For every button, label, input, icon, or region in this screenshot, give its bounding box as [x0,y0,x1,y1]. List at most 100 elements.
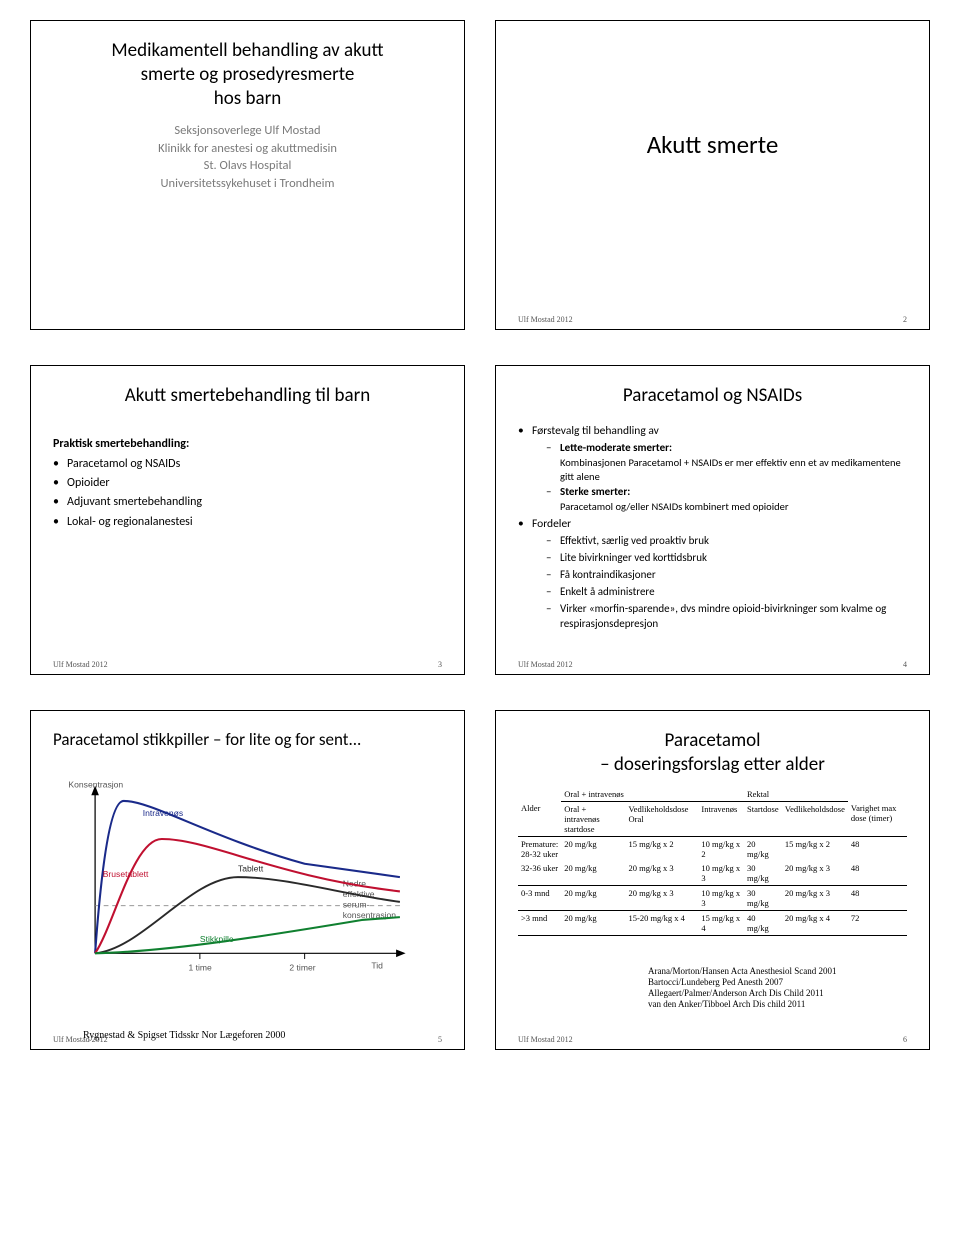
table-row: 32-36 uker 20 mg/kg 20 mg/kg x 3 10 mg/k… [518,861,907,886]
table-row: >3 mnd 20 mg/kg 15-20 mg/kg x 4 15 mg/kg… [518,910,907,935]
cell: 30 mg/kg [744,861,782,886]
cell: 10 mg/kg x 2 [698,836,744,861]
slide5-title: Paracetamol stikkpiller – for lite og fo… [53,729,442,750]
cell: 20 mg/kg [561,910,625,935]
cell: 0-3 mnd [518,885,561,910]
slide-6: Paracetamol – doseringsforslag etter ald… [495,710,930,1050]
slide1-sub-l1: Seksjonsoverlege Ulf Mostad [174,123,320,138]
cell: Premature:28-32 uker [518,836,561,861]
slide-5: Paracetamol stikkpiller – for lite og fo… [30,710,465,1050]
slide5-footer-left: Ulf Mostad 2012 [53,1035,108,1044]
col-iv: Intravenøs [698,801,744,836]
slide1-title: Medikamentell behandling av akutt smerte… [53,39,442,110]
slide-1: Medikamentell behandling av akutt smerte… [30,20,465,330]
list-item: Adjuvant smertebehandling [53,494,442,510]
slide4-sublist2: Effektivt, særlig ved proaktiv bruk Lite… [532,534,907,631]
slide4-b1b-body: Paracetamol og/eller NSAIDs kombinert me… [560,500,907,514]
list-item: Få kontraindikasjoner [532,568,907,583]
slide6-footer: Ulf Mostad 2012 6 [518,1035,907,1044]
group-oral-iv: Oral + intravenøs [561,787,744,802]
list-item: Enkelt å administrere [532,585,907,600]
cell: 15 mg/kg x 4 [698,910,744,935]
list-item: Lite bivirkninger ved korttidsbruk [532,551,907,566]
slide1-sub-l2: Klinikk for anestesi og akuttmedisin [158,141,337,156]
slide4-b1: Førstevalg til behandling av [532,424,659,438]
col-vedl2: Vedlikeholdsdose [782,801,848,836]
cell: 20 mg/kg x 3 [625,861,698,886]
cell: 20 mg/kg x 3 [782,885,848,910]
slide4-footer-right: 4 [903,660,907,669]
label-intravenos: Intravenøs [143,808,183,818]
curve-stikkpille [95,917,400,953]
label-stikkpille: Stikkpille [200,934,234,944]
cell-text: Premature: [521,839,558,849]
slide3-list: Paracetamol og NSAIDs Opioider Adjuvant … [53,456,442,530]
ref-line: Arana/Morton/Hansen Acta Anesthesiol Sca… [648,966,907,977]
slide1-subtitle: Seksjonsoverlege Ulf Mostad Klinikk for … [53,122,442,192]
x-tick-1: 1 time [188,963,212,973]
slide1-title-l3: hos barn [214,87,281,110]
list-item: Virker «morfin-sparende», dvs mindre opi… [532,602,907,632]
slide4-title: Paracetamol og NSAIDs [518,384,907,408]
cell: 20 mg/kg [561,885,625,910]
slide3-footer-right: 3 [438,660,442,669]
cell: 20 mg/kg [561,861,625,886]
list-item: Opioider [53,475,442,491]
col-varighet: Varighet max dose (timer) [848,801,907,836]
slide2-footer: Ulf Mostad 2012 2 [518,315,907,324]
slide4-footer: Ulf Mostad 2012 4 [518,660,907,669]
cell: 48 [848,836,907,861]
list-item: Lette-moderate smerter: Kombinasjonen Pa… [532,441,907,483]
slide1-title-l1: Medikamentell behandling av akutt [111,39,383,62]
col-vedl-oral: Vedlikeholdsdose Oral [625,801,698,836]
y-axis-label: Konsentrasjon [68,780,123,790]
cell: 15-20 mg/kg x 4 [625,910,698,935]
slide4-b1a-body: Kombinasjonen Paracetamol + NSAIDs er me… [560,456,907,483]
slide3-body: Praktisk smertebehandling: Paracetamol o… [53,436,442,533]
slide4-b1a-head: Lette-moderate smerter: [560,441,672,454]
slide4-list: Førstevalg til behandling av Lette-moder… [518,424,907,632]
slide-3: Akutt smertebehandling til barn Praktisk… [30,365,465,675]
label-tablett: Tablett [238,864,264,874]
slide1-sub-l4: Universitetssykehuset i Trondheim [161,176,335,191]
concentration-chart: Konsentrasjon Tid 1 time 2 timer Nedre e… [57,756,438,1008]
slide1-sub-l3: St. Olavs Hospital [204,158,292,173]
cell: 20 mg/kg x 3 [782,861,848,886]
label-brusetablett: Brusetablett [103,869,149,879]
cell: 20 mg/kg x 3 [625,885,698,910]
slide3-title: Akutt smertebehandling til barn [53,384,442,408]
slide-4: Paracetamol og NSAIDs Førstevalg til beh… [495,365,930,675]
cell: 10 mg/kg x 3 [698,885,744,910]
slide4-body: Førstevalg til behandling av Lette-moder… [518,424,907,635]
slide4-b2: Fordeler [532,517,571,531]
cell: 48 [848,861,907,886]
cell: 32-36 uker [518,861,561,886]
x-axis-label: Tid [371,961,383,971]
slide3-footer: Ulf Mostad 2012 3 [53,660,442,669]
list-item: Fordeler Effektivt, særlig ved proaktiv … [518,517,907,632]
slide3-heading: Praktisk smertebehandling: [53,436,442,452]
slide3-footer-left: Ulf Mostad 2012 [53,660,108,669]
slide6-table-wrap: Oral + intravenøs Rektal Alder Oral + in… [518,787,907,936]
cell: 10 mg/kg x 3 [698,861,744,886]
slide2-footer-left: Ulf Mostad 2012 [518,315,573,324]
slide-row-2: Akutt smertebehandling til barn Praktisk… [30,365,930,675]
slide2-footer-right: 2 [903,315,907,324]
list-item: Sterke smerter: Paracetamol og/eller NSA… [532,485,907,513]
slide1-title-l2: smerte og prosedyresmerte [141,63,355,86]
cell: 48 [848,885,907,910]
ref-line: van den Anker/Tibboel Arch Dis child 201… [648,999,907,1010]
col-alder: Alder [518,801,561,836]
cell: 40 mg/kg [744,910,782,935]
slide-2: Akutt smerte Ulf Mostad 2012 2 [495,20,930,330]
cell: 15 mg/kg x 2 [625,836,698,861]
slide6-footer-left: Ulf Mostad 2012 [518,1035,573,1044]
cell-text: 28-32 uker [521,849,558,859]
slide4-sublist1: Lette-moderate smerter: Kombinasjonen Pa… [532,441,907,514]
slide4-b1b-head: Sterke smerter: [560,485,630,498]
table-group-row: Oral + intravenøs Rektal [518,787,907,802]
slide6-refs: Arana/Morton/Hansen Acta Anesthesiol Sca… [518,966,907,1011]
slide6-title-l1: Paracetamol [664,729,760,752]
slide6-footer-right: 6 [903,1035,907,1044]
col-start: Oral + intravenøs startdose [561,801,625,836]
